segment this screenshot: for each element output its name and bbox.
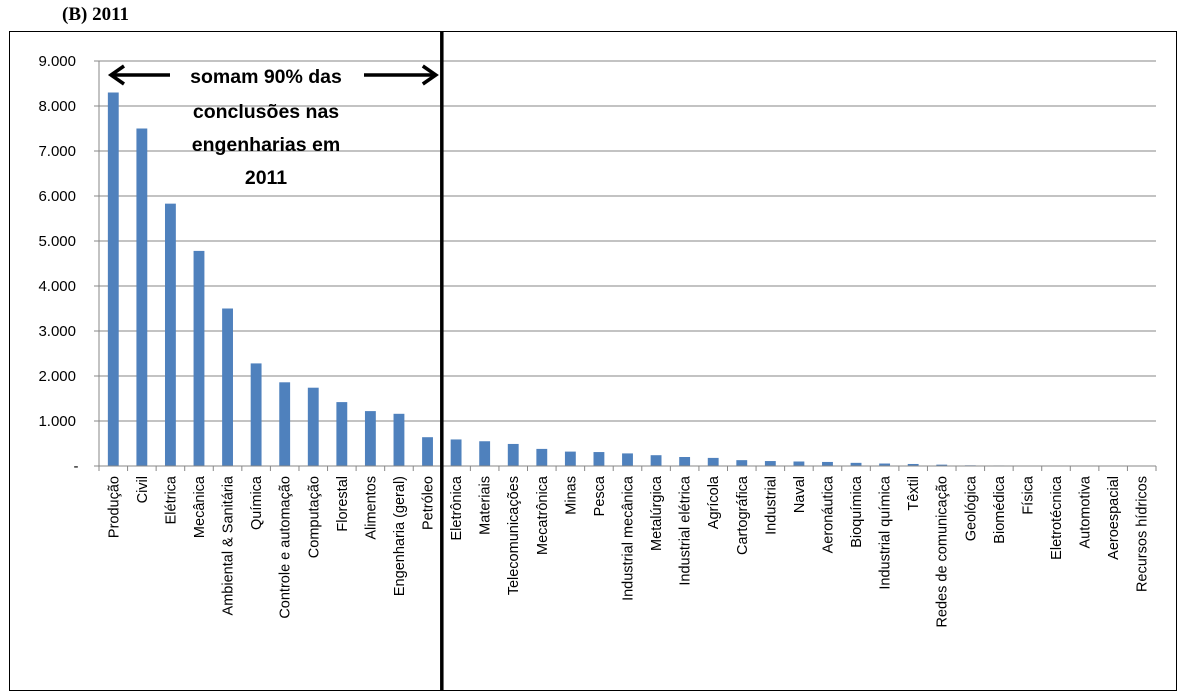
x-tick-label: Pesca [592,475,608,516]
bar [364,411,376,466]
x-tick-label: Industrial química [878,475,894,590]
annotation-line: somam 90% das [190,66,342,88]
bar [136,128,148,466]
bar [536,448,548,466]
x-tick-label: Redes de comunicação [935,476,951,628]
x-tick-label: Ambiental & Sanitária [221,475,237,615]
x-tick-label: Computação [306,476,322,558]
x-tick-label: Civil [135,476,151,503]
x-tick-label: Industrial elétrica [678,475,694,586]
x-tick-label: Engenharia (geral) [392,476,408,596]
arrowhead-right [421,64,439,86]
bar [707,457,719,466]
x-tick-label: Produção [106,476,122,538]
x-tick-label: Geológica [963,475,979,541]
x-tick-label: Florestal [335,476,351,532]
y-tick-label: 1.000 [38,413,76,430]
x-tick-label: Eletrônica [449,475,465,540]
y-tick-label: 9.000 [38,53,76,70]
x-tick-label: Minas [563,476,579,515]
y-tick-label: 6.000 [38,188,76,205]
bar [107,92,119,466]
bar [736,460,748,466]
bar [764,461,776,466]
x-tick-label: Eletrotécnica [1049,475,1065,560]
x-tick-label: Controle e automação [278,476,294,619]
x-tick-label: Telecomunicações [506,476,522,595]
bar [479,441,491,466]
annotation-line: 2011 [245,167,287,189]
x-tick-label: Física [1020,475,1036,515]
bar [679,457,691,466]
x-tick-label: Industrial mecânica [621,475,637,601]
bar [936,464,948,466]
bar [336,402,348,466]
bar [793,461,805,466]
bar [250,363,262,466]
annotation-line: conclusões nas [193,101,339,123]
x-tick-label: Automotiva [1078,475,1094,548]
x-tick-label: Industrial [763,476,779,535]
y-tick-label: 3.000 [38,323,76,340]
bar [279,382,291,466]
x-tick-label: Recursos hídricos [1135,476,1151,592]
bar [622,453,633,466]
x-tick-label: Têxtil [906,476,922,511]
bar [907,463,919,466]
bar [422,437,433,466]
annotation-line: engenharias em [192,134,340,156]
x-tick-label: Química [249,475,265,530]
bar [193,250,205,466]
bar [593,452,605,466]
bar [307,387,319,466]
x-tick-label: Mecatrônica [535,475,551,555]
y-tick-label: - [74,458,79,475]
y-tick-label: 7.000 [38,143,76,160]
bar [450,439,462,466]
bar [822,461,833,466]
x-tick-label: Mecânica [192,475,208,538]
y-tick-label: 5.000 [38,233,76,250]
bar [850,462,862,466]
x-tick-label: Cartográfica [735,475,751,555]
x-tick-label: Aeronáutica [820,475,836,553]
bar [650,455,662,466]
panel-label: (B) 2011 [62,4,130,25]
x-tick-label: Alimentos [363,476,379,540]
x-tick-label: Petróleo [421,476,437,530]
bar [879,463,891,466]
x-tick-label: Bioquímica [849,475,865,548]
bar [507,443,519,466]
x-tick-label: Materiais [478,476,494,535]
x-tick-label: Elétrica [163,475,179,524]
y-tick-label: 4.000 [38,278,76,295]
x-tick-label: Aeroespacial [1106,476,1122,560]
bar [393,413,405,466]
x-tick-label: Biomédica [992,475,1008,544]
x-tick-label: Metalúrgica [649,475,665,551]
arrowhead-left [107,64,125,86]
x-tick-label: Agrícola [706,475,722,529]
y-tick-label: 2.000 [38,368,76,385]
bar [564,451,576,466]
y-tick-label: 8.000 [38,98,76,115]
bar [164,203,176,466]
bar [222,308,233,466]
chart-frame [9,31,1177,691]
x-tick-label: Naval [792,476,808,513]
